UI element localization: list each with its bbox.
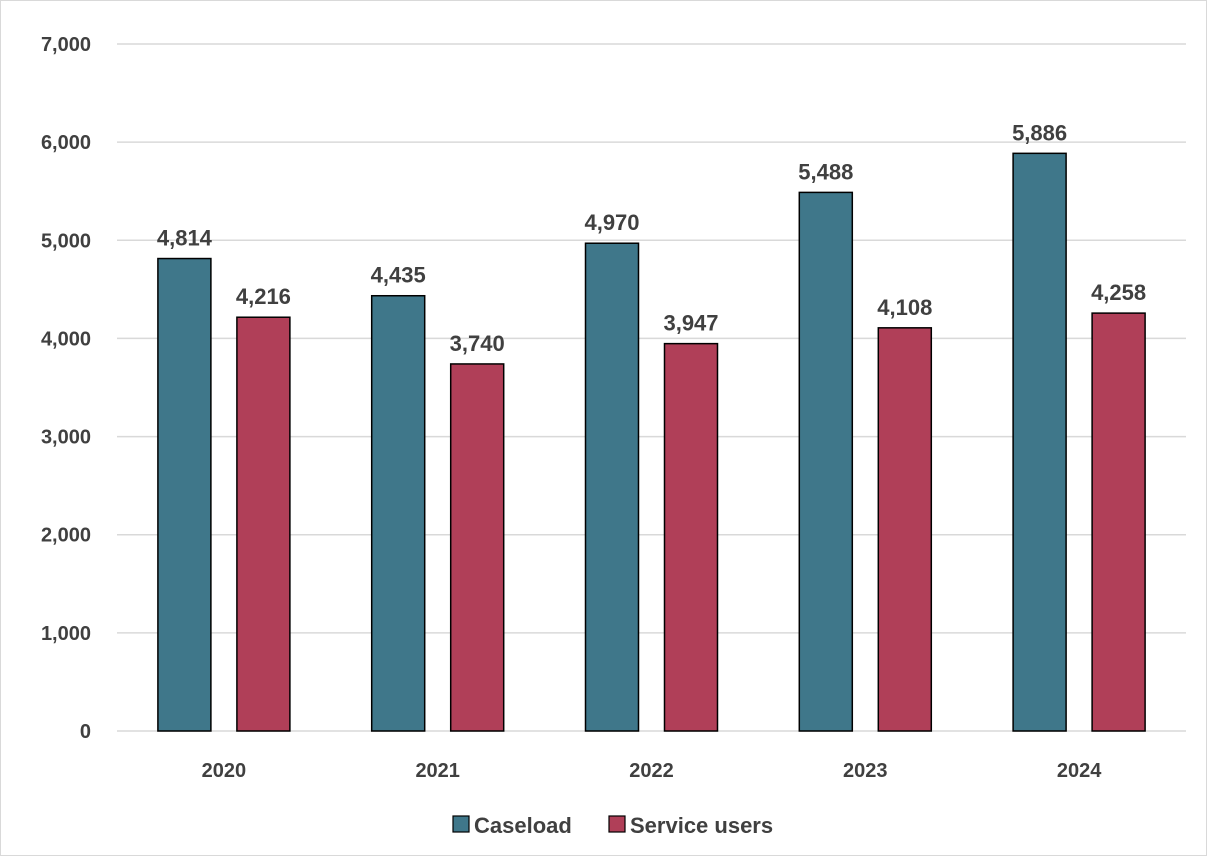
- data-label: 3,740: [450, 331, 505, 356]
- legend-label-caseload: Caseload: [474, 813, 572, 838]
- bar-service-users-2023: [877, 327, 933, 732]
- bar-caseload-2021: [370, 294, 426, 732]
- x-axis-category-labels: 2020 2021 2022 2023 2024: [202, 760, 1103, 782]
- x-category-label: 2023: [843, 760, 888, 782]
- x-category-label: 2021: [415, 760, 460, 782]
- bar-service-users-2021: [449, 363, 505, 732]
- data-labels: 4,814 4,216 4,435 3,740 4,970 3,947 5,488 4,108…: [157, 120, 1146, 356]
- bar-service-users-2022: [663, 342, 719, 732]
- data-label: 4,435: [371, 263, 426, 288]
- data-label: 4,108: [877, 295, 932, 320]
- y-tick-label: 0: [80, 721, 91, 743]
- y-axis-tick-labels: 0 1,000 2,000 3,000 4,000 5,000 6,000 7,000: [41, 34, 91, 743]
- legend-label-service-users: Service users: [630, 813, 773, 838]
- y-tick-label: 3,000: [41, 427, 91, 449]
- y-tick-label: 1,000: [41, 623, 91, 645]
- x-category-label: 2020: [202, 760, 247, 782]
- data-label: 5,886: [1012, 120, 1067, 145]
- x-category-label: 2022: [629, 760, 674, 782]
- legend-swatch-service-users: [608, 815, 626, 833]
- bar-caseload-2022: [584, 242, 640, 732]
- data-label: 5,488: [798, 159, 853, 184]
- y-tick-label: 2,000: [41, 525, 91, 547]
- data-label: 4,814: [157, 226, 213, 251]
- data-label: 4,970: [584, 210, 639, 235]
- x-category-label: 2024: [1057, 760, 1102, 782]
- y-tick-label: 7,000: [41, 34, 91, 56]
- y-tick-label: 5,000: [41, 230, 91, 252]
- bar-service-users-2020: [236, 316, 291, 732]
- legend: Caseload Service users: [452, 813, 773, 838]
- gridlines: [117, 43, 1186, 732]
- bar-caseload-2020: [157, 257, 212, 732]
- data-label: 4,216: [236, 284, 291, 309]
- data-label: 4,258: [1091, 280, 1146, 305]
- legend-swatch-caseload: [452, 815, 470, 833]
- bar-service-users-2024: [1091, 312, 1146, 732]
- y-tick-label: 4,000: [41, 328, 91, 350]
- data-label: 3,947: [663, 311, 718, 336]
- y-tick-label: 6,000: [41, 132, 91, 154]
- bars: [157, 152, 1146, 732]
- bar-caseload-2024: [1012, 152, 1067, 732]
- bar-caseload-2023: [798, 191, 854, 732]
